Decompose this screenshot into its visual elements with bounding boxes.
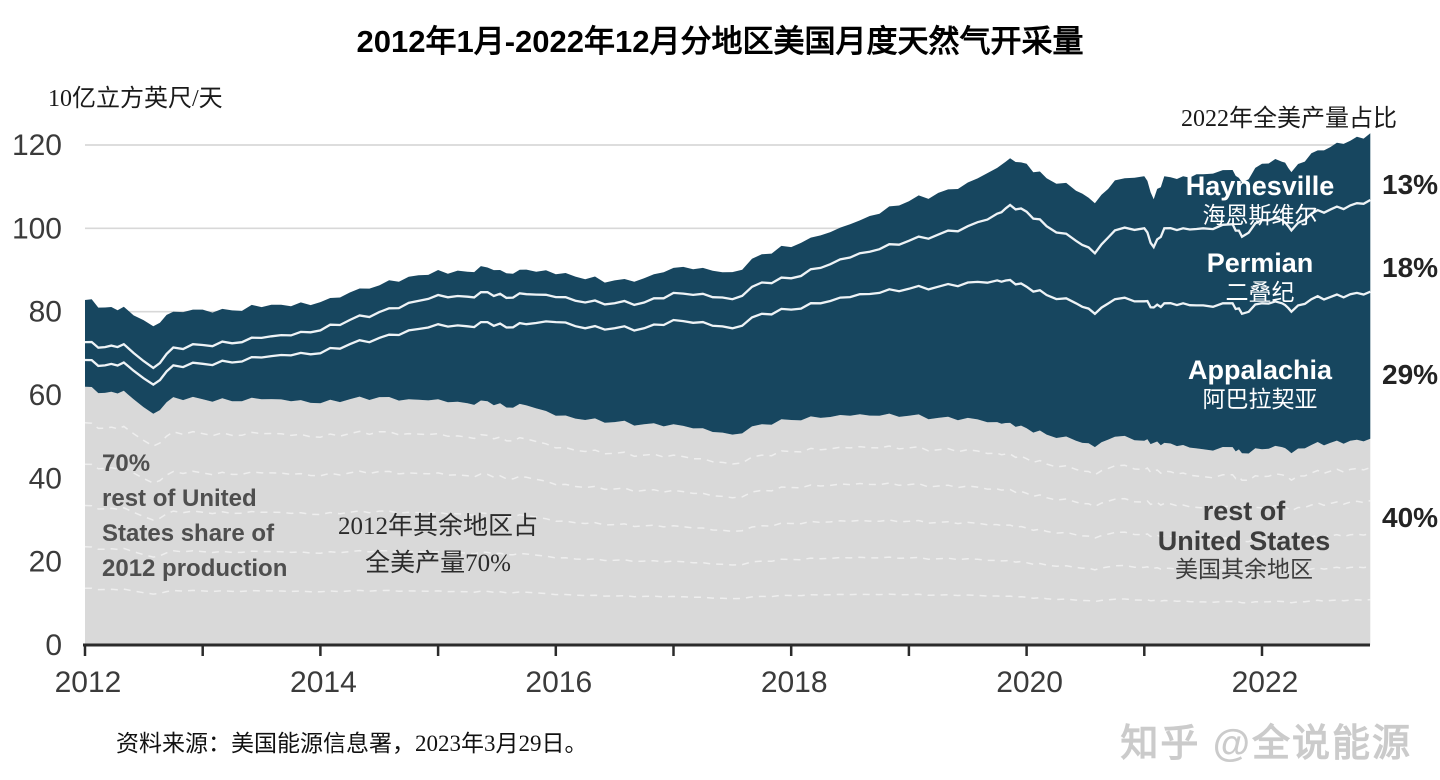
share-permian: 18% bbox=[1382, 252, 1439, 283]
x-tick-label-2022: 2022 bbox=[1232, 666, 1299, 699]
region-label-rest-en-line2: United States bbox=[1157, 525, 1331, 556]
region-label-permian: Permian 二叠纪 bbox=[1140, 248, 1380, 307]
x-tick-label-2020: 2020 bbox=[996, 666, 1063, 699]
x-tick-label-2012: 2012 bbox=[55, 666, 122, 699]
region-label-rest: rest of United States 美国其余地区 bbox=[1108, 496, 1380, 585]
separator-appalachia-permian bbox=[84, 278, 1371, 386]
y-tick-label-40: 40 bbox=[29, 462, 62, 495]
annotation-zh-line1: 2012年其余地区占 bbox=[337, 513, 538, 540]
y-tick-label-80: 80 bbox=[29, 296, 62, 329]
annotation-en-line1: 70% bbox=[102, 450, 151, 477]
share-rest: 40% bbox=[1382, 502, 1439, 533]
chart-title: 2012年1月-2022年12月分地区美国月度天然气开采量 bbox=[356, 24, 1084, 59]
region-label-appalachia-zh: 阿巴拉契亚 bbox=[1202, 386, 1318, 412]
region-label-permian-en: Permian bbox=[1206, 248, 1314, 278]
y-tick-label-20: 20 bbox=[29, 546, 62, 579]
rest-subregion-line-2 bbox=[84, 463, 1371, 512]
share-haynesville: 13% bbox=[1382, 169, 1439, 200]
annotation-2012-share-en: 70% rest of United States share of 2012 … bbox=[102, 446, 287, 586]
rest-subregion-line-1 bbox=[84, 422, 1371, 482]
annotation-en-line3: States share of bbox=[102, 520, 275, 547]
source-note: 资料来源：美国能源信息署，2023年3月29日。 bbox=[116, 731, 588, 756]
watermark: 知乎 @全说能源 bbox=[1120, 723, 1412, 765]
x-tick-label-2018: 2018 bbox=[761, 666, 828, 699]
annotation-en-line2: rest of United bbox=[102, 485, 257, 512]
y-tick-label-120: 120 bbox=[12, 129, 62, 162]
rest-subregion-line-3 bbox=[84, 504, 1371, 543]
region-label-haynesville-en: Haynesville bbox=[1185, 171, 1335, 201]
region-label-haynesville: Haynesville 海恩斯维尔 bbox=[1140, 171, 1380, 230]
region-label-rest-zh: 美国其余地区 bbox=[1175, 557, 1313, 583]
y-tick-label-0: 0 bbox=[45, 629, 62, 662]
y-tick-label-60: 60 bbox=[29, 379, 62, 412]
area-rest-of-us bbox=[85, 386, 1371, 645]
annotation-2012-share-zh: 2012年其余地区占 全美产量70% bbox=[313, 508, 563, 582]
region-label-permian-zh: 二叠纪 bbox=[1225, 279, 1295, 305]
rest-subregion-line-4 bbox=[84, 546, 1371, 573]
region-label-rest-en-line1: rest of bbox=[1202, 496, 1286, 526]
y-axis-unit-label: 10亿立方英尺/天 bbox=[48, 86, 223, 112]
x-tick-label-2014: 2014 bbox=[290, 666, 357, 699]
right-axis-header: 2022年全美产量占比 bbox=[1181, 106, 1397, 132]
region-label-appalachia: Appalachia 阿巴拉契亚 bbox=[1140, 355, 1380, 414]
y-tick-label-100: 100 bbox=[12, 212, 62, 245]
share-appalachia: 29% bbox=[1382, 359, 1439, 390]
annotation-en-line4: 2012 production bbox=[102, 555, 288, 582]
annotation-zh-line2: 全美产量70% bbox=[365, 550, 511, 577]
separator-permian-haynesville bbox=[84, 198, 1371, 370]
region-label-haynesville-zh: 海恩斯维尔 bbox=[1202, 202, 1318, 228]
area-shale-regions bbox=[85, 133, 1371, 454]
region-label-appalachia-en: Appalachia bbox=[1187, 355, 1333, 385]
x-tick-label-2016: 2016 bbox=[525, 666, 592, 699]
